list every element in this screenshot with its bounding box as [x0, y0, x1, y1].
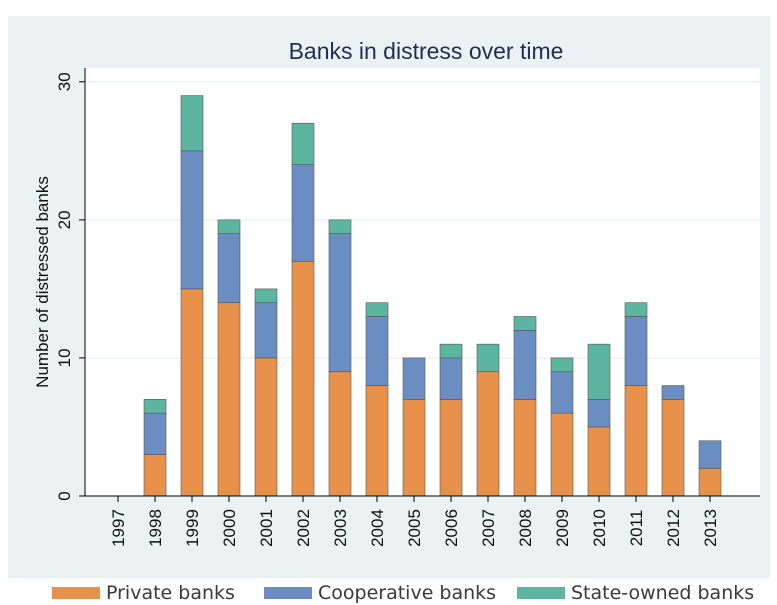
- bar-segment-private-banks-2013: [698, 468, 722, 497]
- bar-segment-private-banks-2004: [365, 385, 389, 497]
- bar-segment-private-banks-2005: [402, 399, 426, 497]
- y-axis-label: Number of distressed banks: [33, 176, 52, 388]
- legend-swatch: [517, 587, 565, 599]
- bar-segment-private-banks-2007: [476, 371, 500, 497]
- x-tick-label: 2002: [294, 509, 313, 547]
- bar-segment-cooperative-banks-2010: [587, 399, 611, 428]
- bar-segment-private-banks-2003: [328, 371, 352, 497]
- x-tick-label: 2010: [590, 509, 609, 547]
- bar-segment-private-banks-2008: [513, 399, 537, 497]
- x-tick-label: 2001: [257, 509, 276, 547]
- bar-segment-state-owned-banks-2010: [587, 343, 611, 400]
- bar-segment-cooperative-banks-1999: [180, 150, 204, 290]
- bar-segment-cooperative-banks-2005: [402, 357, 426, 400]
- bar-segment-state-owned-banks-2008: [513, 316, 537, 331]
- x-tick-label: 1998: [146, 509, 165, 547]
- bar-segment-cooperative-banks-2006: [439, 357, 463, 400]
- bar-segment-cooperative-banks-2004: [365, 316, 389, 386]
- legend-swatch: [264, 587, 312, 599]
- y-tick-label: 10: [55, 348, 74, 367]
- legend-item: State-owned banks: [517, 582, 754, 604]
- x-tick-label: 1999: [183, 509, 202, 547]
- bar-segment-cooperative-banks-2003: [328, 233, 352, 373]
- x-tick-label: 2013: [701, 509, 720, 547]
- bar-segment-state-owned-banks-1998: [143, 399, 167, 414]
- bar-segment-state-owned-banks-2006: [439, 343, 463, 359]
- bar-segment-private-banks-2012: [661, 399, 685, 497]
- y-tick-label: 20: [55, 210, 74, 229]
- bar-segment-state-owned-banks-2004: [365, 302, 389, 317]
- x-ticks: 1997 1998 1999 2000 2001 2002 2003 2004 2005 2006…: [109, 496, 720, 547]
- bar-segment-state-owned-banks-2001: [254, 288, 278, 304]
- legend-swatch: [52, 587, 100, 599]
- bar-segment-state-owned-banks-1999: [180, 95, 204, 152]
- legend-label: State-owned banks: [571, 582, 755, 604]
- legend: Private banks Cooperative banks State-owne…: [0, 580, 777, 605]
- bar-segment-state-owned-banks-2003: [328, 219, 352, 234]
- bar-segment-cooperative-banks-2013: [698, 440, 722, 469]
- x-tick-label: 1997: [109, 509, 128, 547]
- x-tick-label: 2008: [516, 509, 535, 547]
- bar-segment-state-owned-banks-2007: [476, 343, 500, 373]
- bar-segment-cooperative-banks-2009: [550, 371, 574, 414]
- x-tick-label: 2007: [479, 509, 498, 547]
- bar-segment-private-banks-2006: [439, 399, 463, 497]
- y-ticks: 0 10 20 30: [55, 72, 85, 501]
- bar-segment-cooperative-banks-2002: [291, 164, 315, 262]
- bar-segment-cooperative-banks-2000: [217, 233, 241, 304]
- bar-segment-private-banks-2009: [550, 412, 574, 497]
- x-tick-label: 2000: [220, 509, 239, 547]
- x-tick-label: 2003: [331, 509, 350, 547]
- bar-segment-private-banks-1999: [180, 288, 204, 497]
- legend-label: Cooperative banks: [318, 582, 497, 604]
- bar-segment-private-banks-2002: [291, 260, 315, 497]
- bar-segment-state-owned-banks-2000: [217, 219, 241, 234]
- bar-segment-state-owned-banks-2009: [550, 357, 574, 373]
- bar-segment-state-owned-banks-2002: [291, 122, 315, 165]
- bar-segment-cooperative-banks-1998: [143, 412, 167, 455]
- x-tick-label: 2005: [405, 509, 424, 547]
- legend-item: Cooperative banks: [264, 582, 496, 604]
- x-tick-label: 2012: [664, 509, 683, 547]
- y-tick-label: 30: [55, 72, 74, 91]
- chart-svg: 0 10 20 30 1997 1998 1999 2000 2001 2002 2003 2004…: [8, 16, 770, 578]
- legend-label: Private banks: [106, 582, 235, 604]
- bar-segment-cooperative-banks-2008: [513, 330, 537, 400]
- bar-segment-private-banks-2000: [217, 302, 241, 497]
- bar-segment-private-banks-1998: [143, 454, 167, 497]
- bar-segment-private-banks-2010: [587, 426, 611, 497]
- bar-segment-state-owned-banks-2011: [624, 302, 648, 317]
- bar-segment-cooperative-banks-2012: [661, 385, 685, 400]
- x-tick-label: 2006: [442, 509, 461, 547]
- bar-segment-private-banks-2001: [254, 357, 278, 497]
- bar-segment-cooperative-banks-2011: [624, 316, 648, 386]
- bar-segment-private-banks-2011: [624, 385, 648, 497]
- legend-item: Private banks: [52, 582, 235, 604]
- x-tick-label: 2004: [368, 509, 387, 547]
- bar-segment-cooperative-banks-2001: [254, 302, 278, 359]
- x-tick-label: 2011: [627, 510, 646, 547]
- y-tick-label: 0: [55, 491, 74, 500]
- chart-title: Banks in distress over time: [289, 38, 564, 64]
- x-tick-label: 2009: [553, 509, 572, 547]
- bars: [143, 95, 722, 497]
